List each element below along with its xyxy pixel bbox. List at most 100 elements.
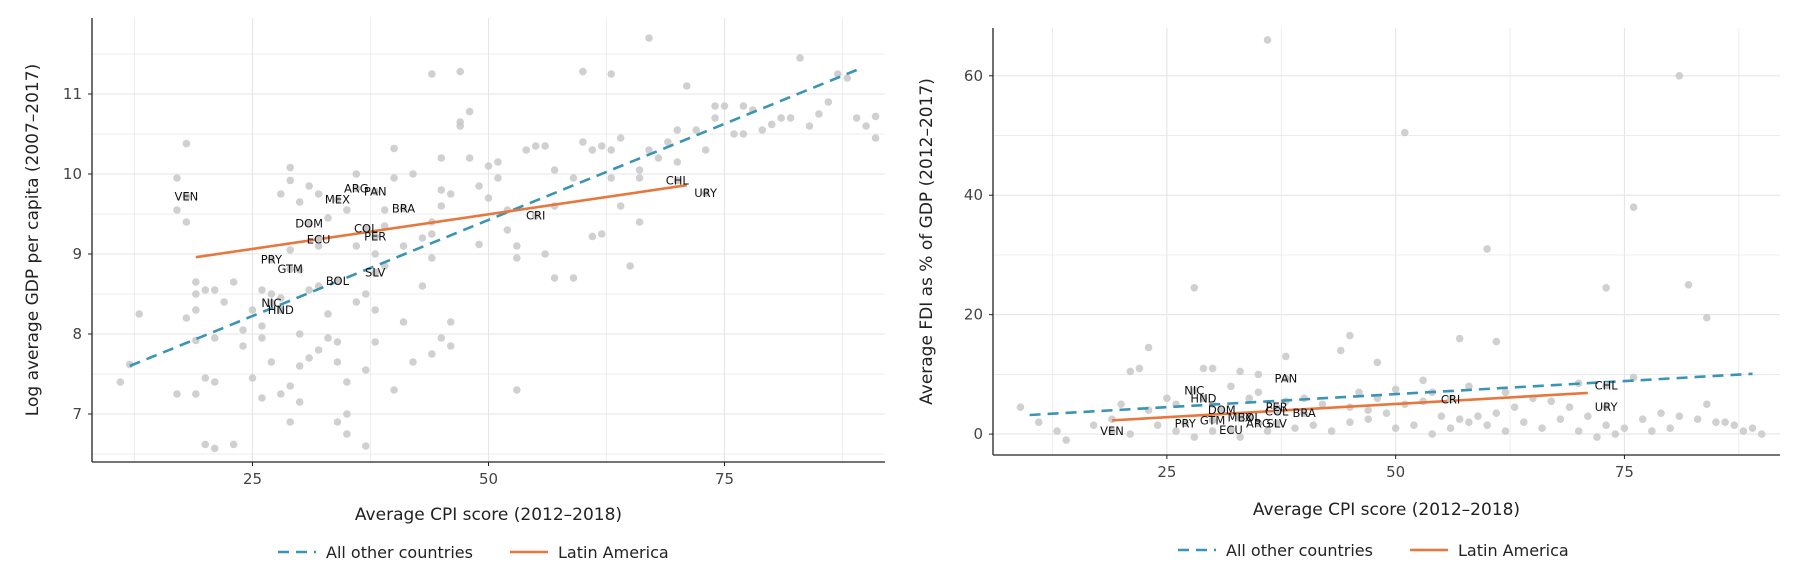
latam-point (352, 184, 361, 193)
latam-point (1199, 394, 1208, 403)
left-legend-others-label: All other countries (326, 543, 473, 562)
latam-point (1300, 409, 1308, 417)
other-country-point (1163, 394, 1171, 403)
other-country-point (805, 122, 814, 130)
other-country-point (1208, 364, 1217, 373)
other-country-point (786, 114, 795, 122)
other-country-point (1126, 367, 1135, 376)
country-label-dom: DOM (295, 217, 323, 231)
country-label-arg: ARG (1246, 416, 1271, 430)
other-country-point (182, 139, 191, 148)
other-country-point (626, 262, 634, 270)
other-country-point (201, 286, 210, 294)
other-country-point (1089, 421, 1098, 429)
other-country-point (1263, 427, 1272, 435)
other-country-point (645, 146, 653, 154)
other-country-point (333, 418, 342, 426)
other-country-point (1574, 427, 1583, 435)
latam-point (1245, 413, 1254, 422)
other-country-point (286, 246, 295, 254)
other-country-point (588, 232, 597, 241)
other-country-point (1702, 313, 1711, 322)
country-label-nic: NIC (261, 296, 281, 310)
other-country-point (1611, 430, 1620, 438)
country-label-col: COL (354, 221, 378, 235)
other-country-point (692, 126, 700, 134)
other-country-point (645, 34, 653, 42)
other-country-point (418, 282, 427, 290)
latam-point (1272, 407, 1281, 416)
latam-point (1208, 416, 1217, 425)
latam-point (1282, 374, 1290, 383)
other-country-point (361, 442, 370, 450)
other-country-point (1144, 343, 1153, 352)
other-country-point (1199, 364, 1208, 373)
country-label-dom: DOM (1208, 403, 1236, 417)
other-country-point (399, 318, 408, 326)
other-country-point (267, 290, 276, 298)
other-country-point (1236, 433, 1244, 441)
left-other-country-points (116, 34, 880, 453)
right-legend-latam-label: Latin America (1458, 541, 1569, 560)
other-country-point (711, 102, 719, 110)
other-country-point (1391, 385, 1400, 394)
other-country-point (286, 176, 295, 185)
other-country-point (1446, 424, 1455, 432)
other-country-point (1465, 382, 1473, 391)
other-country-point (333, 358, 342, 366)
other-country-point (258, 334, 266, 342)
other-country-point (1629, 373, 1638, 382)
other-country-point (1465, 418, 1473, 426)
other-country-point (116, 378, 125, 386)
right-legend: All other countries Latin America (1178, 541, 1569, 560)
country-label-gtm: GTM (1200, 413, 1225, 427)
other-country-point (1510, 403, 1519, 412)
other-country-point (1492, 409, 1501, 417)
other-country-point (1565, 403, 1574, 412)
other-country-point (277, 294, 285, 302)
others-fit-line (1029, 372, 1753, 417)
other-country-point (588, 146, 597, 154)
other-country-point (1675, 412, 1684, 420)
other-country-point (616, 134, 625, 142)
other-country-point (173, 206, 181, 214)
other-country-point (437, 202, 446, 210)
country-label-mex: MEX (1228, 410, 1253, 424)
other-country-point (597, 142, 606, 150)
other-country-point (1474, 412, 1482, 420)
other-country-point (1675, 71, 1684, 80)
other-country-point (248, 374, 257, 382)
other-country-point (446, 190, 455, 198)
other-country-point (475, 240, 483, 249)
other-country-point (418, 234, 427, 242)
other-country-point (1501, 388, 1510, 397)
other-country-point (569, 274, 578, 282)
other-country-point (1428, 430, 1437, 438)
other-country-point (815, 110, 823, 118)
latam-point (371, 268, 380, 277)
other-country-point (616, 202, 625, 210)
latam-point (333, 277, 342, 286)
right-x-axis-title: Average CPI score (2012–2018) (1253, 500, 1520, 520)
other-country-point (1730, 421, 1739, 429)
y-tick-label: 0 (973, 425, 983, 443)
other-country-point (682, 82, 691, 90)
other-country-point (428, 70, 436, 78)
other-country-point (664, 138, 672, 146)
other-country-point (1556, 415, 1565, 423)
other-country-point (673, 158, 682, 166)
other-country-point (1236, 367, 1244, 376)
y-tick-label: 9 (72, 245, 82, 263)
latam-point (333, 195, 342, 204)
other-country-point (1419, 376, 1427, 385)
other-country-point (465, 107, 474, 116)
other-country-point (1309, 421, 1318, 429)
other-country-point (456, 122, 464, 130)
latam-point (1254, 419, 1263, 428)
other-country-point (409, 170, 417, 178)
other-country-point (371, 250, 380, 258)
latam-point (1272, 419, 1281, 428)
other-country-point (720, 102, 729, 110)
